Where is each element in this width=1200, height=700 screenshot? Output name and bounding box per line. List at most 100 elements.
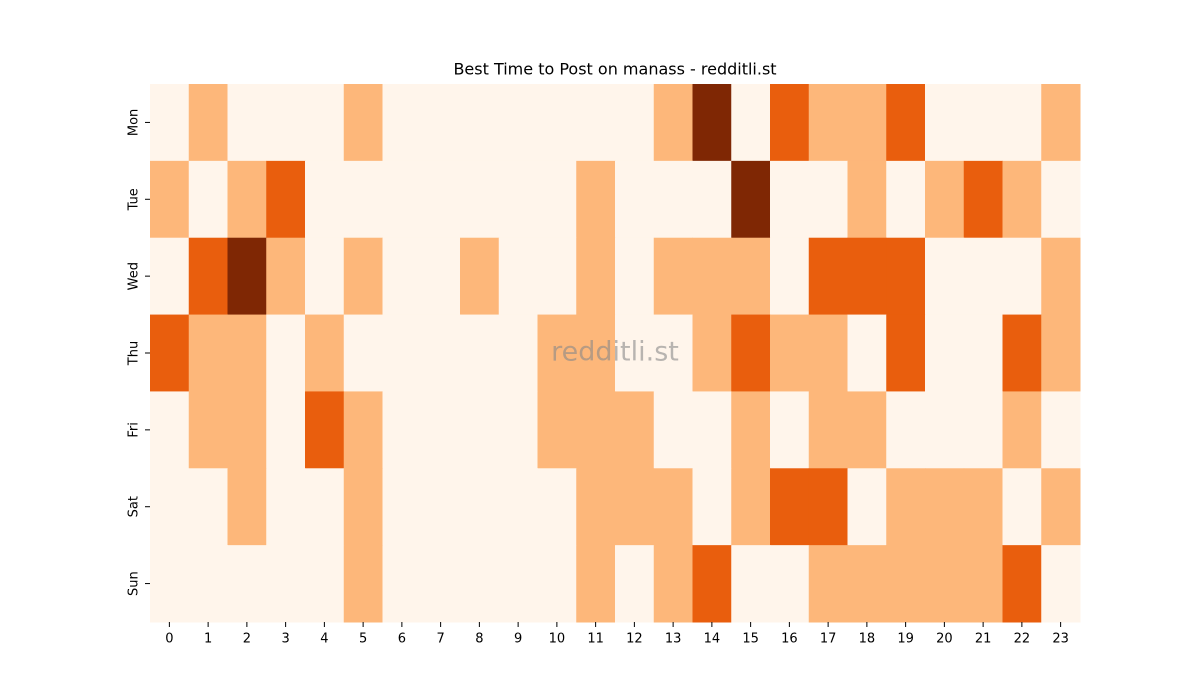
heat-cell xyxy=(963,391,1003,469)
x-tick-label: 3 xyxy=(281,632,289,647)
heat-cell xyxy=(576,314,616,392)
heat-cell xyxy=(692,314,732,392)
heat-cell xyxy=(266,545,306,623)
heat-cell xyxy=(925,237,965,316)
x-tick-label: 5 xyxy=(359,632,367,647)
heat-cell xyxy=(498,160,538,239)
heat-cell xyxy=(653,545,693,623)
heat-cell xyxy=(150,545,190,623)
heat-cell xyxy=(1002,84,1042,162)
heat-cell xyxy=(615,314,655,392)
x-tick-label: 15 xyxy=(742,632,759,647)
heat-cell xyxy=(305,84,345,162)
x-tick-label: 11 xyxy=(587,632,604,647)
heat-cell xyxy=(460,84,500,162)
heat-cell xyxy=(847,160,887,239)
heat-cell xyxy=(460,545,500,623)
heat-cell xyxy=(808,545,848,623)
heat-cell xyxy=(615,237,655,316)
heat-cell xyxy=(576,468,616,546)
heat-cell xyxy=(925,84,965,162)
heat-cell xyxy=(227,545,267,623)
heat-cell xyxy=(808,468,848,546)
heat-cell xyxy=(266,84,306,162)
heat-cell xyxy=(576,160,616,239)
heat-cell xyxy=(537,545,577,623)
heat-cell xyxy=(421,237,461,316)
heat-cell xyxy=(421,84,461,162)
heat-cell xyxy=(731,391,771,469)
y-tick-label: Mon xyxy=(127,109,142,136)
x-tick-label: 7 xyxy=(436,632,444,647)
heat-cell xyxy=(266,237,306,316)
heat-cell xyxy=(227,237,267,316)
x-tick-label: 19 xyxy=(897,632,914,647)
heat-cell xyxy=(150,391,190,469)
heat-cell xyxy=(1041,237,1081,316)
heat-cell xyxy=(692,84,732,162)
heat-cell xyxy=(305,391,345,469)
heat-cell xyxy=(343,237,383,316)
heat-cell xyxy=(963,84,1003,162)
heat-cell xyxy=(460,237,500,316)
heat-cell xyxy=(576,545,616,623)
heat-cell xyxy=(188,160,228,239)
heat-cell xyxy=(537,314,577,392)
heat-cell xyxy=(615,545,655,623)
heat-cell xyxy=(925,545,965,623)
heat-cell xyxy=(886,391,926,469)
heat-cell xyxy=(692,237,732,316)
x-tick-label: 17 xyxy=(820,632,837,647)
x-tick-label: 2 xyxy=(243,632,251,647)
heat-cell xyxy=(1002,160,1042,239)
y-tick-label: Thu xyxy=(127,341,142,366)
heat-cell xyxy=(188,545,228,623)
x-tick-label: 16 xyxy=(781,632,798,647)
heat-cell xyxy=(382,468,422,546)
heat-cell xyxy=(421,160,461,239)
heat-cell xyxy=(847,545,887,623)
heat-cell xyxy=(188,391,228,469)
heat-cell xyxy=(382,84,422,162)
heat-cell xyxy=(653,160,693,239)
x-tick-label: 6 xyxy=(398,632,406,647)
heat-cell xyxy=(227,314,267,392)
heat-cell xyxy=(731,160,771,239)
heat-cell xyxy=(460,391,500,469)
heat-cell xyxy=(576,237,616,316)
heat-cell xyxy=(382,391,422,469)
heat-cell xyxy=(421,545,461,623)
heat-cell xyxy=(537,237,577,316)
heat-cell xyxy=(188,237,228,316)
heat-cell xyxy=(808,314,848,392)
heat-cell xyxy=(770,545,810,623)
heat-cell xyxy=(150,160,190,239)
heat-cell xyxy=(963,545,1003,623)
heat-cell xyxy=(886,160,926,239)
heat-cell xyxy=(692,160,732,239)
heat-cell xyxy=(886,545,926,623)
heat-cell xyxy=(188,468,228,546)
heat-cell xyxy=(886,314,926,392)
y-tick-label: Sun xyxy=(127,571,142,596)
heat-cell xyxy=(266,314,306,392)
heat-cell xyxy=(1041,468,1081,546)
heat-cell xyxy=(770,468,810,546)
heat-cell xyxy=(731,314,771,392)
heat-cell xyxy=(460,314,500,392)
heat-cell xyxy=(498,468,538,546)
y-tick-label: Wed xyxy=(127,262,142,290)
heat-cell xyxy=(227,468,267,546)
heat-cell xyxy=(150,468,190,546)
heat-cell xyxy=(808,391,848,469)
heat-cell xyxy=(731,545,771,623)
heat-cell xyxy=(847,391,887,469)
heat-cell xyxy=(1002,545,1042,623)
y-tick-label: Fri xyxy=(127,422,142,438)
x-tick-label: 10 xyxy=(549,632,566,647)
heat-cell xyxy=(847,237,887,316)
heat-cell xyxy=(1041,391,1081,469)
x-tick-label: 13 xyxy=(665,632,682,647)
heat-cell xyxy=(576,391,616,469)
heat-cell xyxy=(615,84,655,162)
